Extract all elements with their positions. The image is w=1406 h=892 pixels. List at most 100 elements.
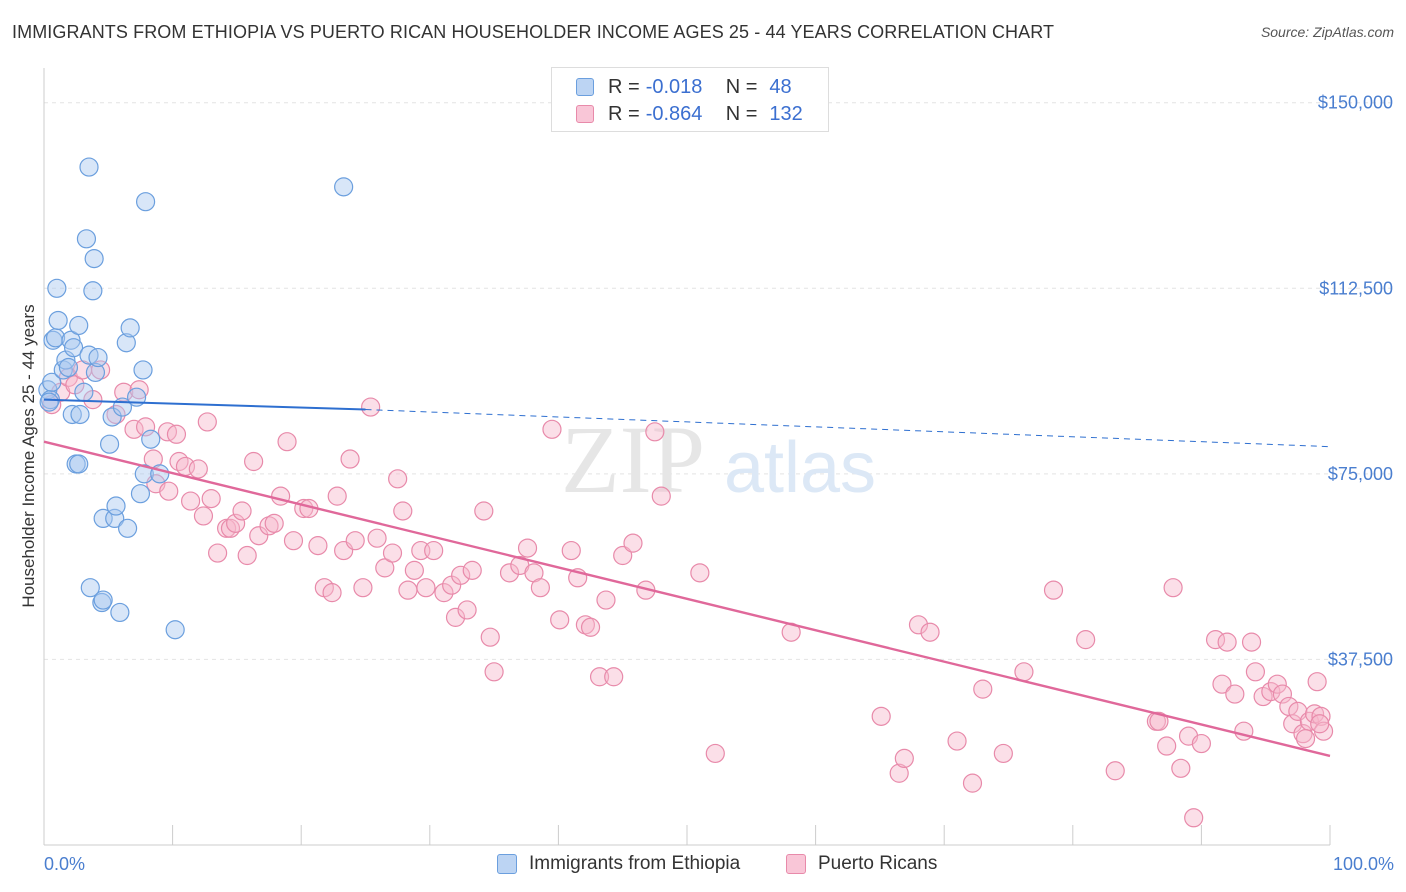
puerto-ricans-point xyxy=(232,501,252,521)
puerto-ricans-point xyxy=(1261,681,1281,702)
puerto-ricans-point xyxy=(237,545,257,566)
x-tick-label-min: 0.0% xyxy=(44,854,85,874)
puerto-ricans-point xyxy=(993,743,1013,764)
puerto-ricans-point xyxy=(908,615,929,635)
legend-item-puerto-ricans: Puerto Ricans xyxy=(786,851,937,877)
puerto-ricans-point xyxy=(1149,711,1169,731)
puerto-ricans-point xyxy=(596,590,616,610)
puerto-ricans-point xyxy=(561,540,581,561)
puerto-ricans-point xyxy=(1293,724,1313,744)
puerto-ricans-point xyxy=(517,538,538,558)
ethiopia-trend-line xyxy=(43,398,366,411)
legend-item-ethiopia: Immigrants from Ethiopia xyxy=(497,851,740,877)
puerto-ricans-point xyxy=(1043,580,1064,600)
puerto-ricans-point xyxy=(920,622,940,642)
puerto-ricans-point xyxy=(445,607,466,627)
legend-swatch-pink xyxy=(786,854,806,874)
puerto-ricans-point xyxy=(451,565,471,585)
ethiopia-points xyxy=(38,157,354,640)
legend-row-puerto-ricans: R = -0.864 N = 132 xyxy=(576,99,803,129)
puerto-ricans-point xyxy=(166,424,187,444)
ethiopia-point xyxy=(334,177,354,197)
legend-n-value: 132 xyxy=(769,102,803,125)
puerto-ricans-point xyxy=(530,578,550,598)
puerto-ricans-point xyxy=(1283,714,1303,734)
puerto-ricans-point xyxy=(889,763,909,783)
puerto-ricans-point xyxy=(690,563,710,583)
puerto-ricans-point xyxy=(271,486,291,506)
ethiopia-point xyxy=(110,602,130,623)
puerto-ricans-point xyxy=(181,491,201,511)
puerto-ricans-point xyxy=(90,360,111,380)
ethiopia-point xyxy=(99,434,120,454)
ethiopia-point xyxy=(69,454,89,474)
puerto-ricans-point xyxy=(129,380,149,400)
puerto-ricans-point xyxy=(1241,632,1262,652)
ethiopia-point xyxy=(116,333,136,353)
puerto-ricans-point xyxy=(382,543,403,563)
puerto-ricans-point xyxy=(1310,714,1330,734)
puerto-ricans-point xyxy=(1105,761,1125,781)
y-tick-label: $37,500 xyxy=(1328,649,1393,669)
puerto-ricans-point xyxy=(1171,758,1191,778)
legend-n-value: 48 xyxy=(769,75,792,98)
puerto-ricans-point xyxy=(651,486,671,506)
y-axis-label: Householder Income Ages 25 - 44 years xyxy=(19,304,38,607)
puerto-ricans-point xyxy=(1184,808,1204,828)
puerto-ricans-point xyxy=(645,422,665,442)
ethiopia-point xyxy=(165,620,185,640)
puerto-ricans-point xyxy=(1212,674,1232,694)
puerto-ricans-points xyxy=(42,360,1334,828)
y-tick-label: $112,500 xyxy=(1319,278,1393,298)
ethiopia-point xyxy=(88,347,108,368)
puerto-ricans-point xyxy=(367,528,387,548)
puerto-ricans-point xyxy=(388,469,408,489)
ethiopia-point xyxy=(102,407,122,427)
puerto-ricans-point xyxy=(973,679,993,699)
puerto-ricans-point xyxy=(226,513,246,533)
puerto-ricans-point xyxy=(353,578,373,598)
puerto-ricans-point xyxy=(201,489,221,509)
ethiopia-point xyxy=(70,404,90,425)
watermark: ZIP atlas xyxy=(561,406,876,513)
puerto-ricans-point xyxy=(1267,674,1287,694)
puerto-ricans-point xyxy=(259,516,279,536)
puerto-ricans-point xyxy=(249,526,269,546)
puerto-ricans-point xyxy=(327,486,347,506)
ethiopia-point xyxy=(62,404,82,425)
legend-swatch-pink xyxy=(576,105,594,123)
puerto-ricans-point xyxy=(1205,630,1226,650)
puerto-ricans-point xyxy=(135,417,156,437)
x-tick-label-max: 100.0% xyxy=(1333,854,1394,874)
puerto-ricans-point xyxy=(398,580,418,600)
axes xyxy=(43,68,1331,846)
legend-swatch-blue xyxy=(576,78,594,96)
ethiopia-point xyxy=(135,192,156,212)
puerto-ricans-point xyxy=(705,743,725,764)
puerto-ricans-point xyxy=(894,748,914,769)
ethiopia-point xyxy=(42,372,62,392)
puerto-ricans-point xyxy=(550,610,570,630)
puerto-ricans-point xyxy=(193,506,214,526)
puerto-ricans-point xyxy=(589,667,610,687)
puerto-ricans-point xyxy=(361,397,381,417)
legend-r-label: R = xyxy=(608,75,640,98)
ethiopia-point xyxy=(130,484,151,504)
legend-n-label: N = xyxy=(725,75,758,98)
ethiopia-point xyxy=(93,590,113,610)
puerto-ricans-point xyxy=(1014,662,1034,682)
ethiopia-point xyxy=(83,281,103,301)
puerto-ricans-point xyxy=(1157,736,1177,756)
puerto-ricans-point xyxy=(1272,684,1293,704)
puerto-ricans-point xyxy=(434,583,454,603)
puerto-ricans-point xyxy=(345,531,365,551)
ethiopia-point xyxy=(69,315,89,336)
ethiopia-point xyxy=(93,508,113,529)
puerto-ricans-point xyxy=(264,513,284,533)
watermark-atlas: atlas xyxy=(724,428,876,508)
puerto-ricans-point xyxy=(308,536,328,556)
puerto-ricans-point xyxy=(962,773,983,793)
puerto-ricans-point xyxy=(393,501,413,521)
puerto-ricans-point xyxy=(124,419,144,439)
